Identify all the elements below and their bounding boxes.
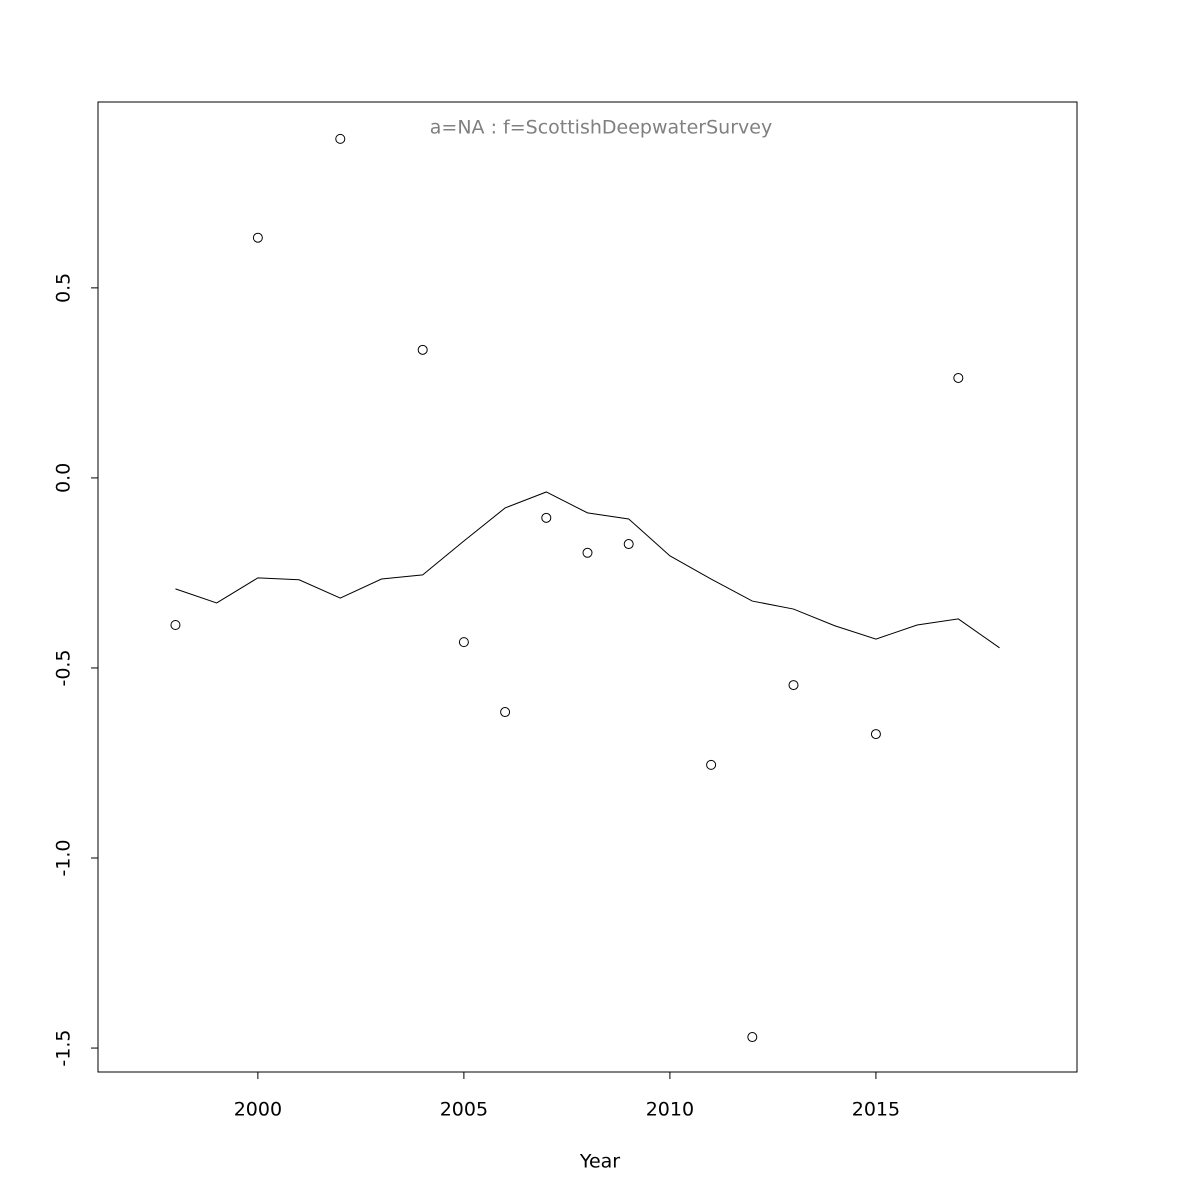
- y-tick-label: -1.5: [53, 1030, 75, 1067]
- y-tick-label: -0.5: [53, 649, 75, 686]
- data-point: [541, 512, 552, 523]
- data-point: [747, 1032, 758, 1043]
- x-axis-label: Year: [579, 1151, 620, 1173]
- trend-line: [175, 491, 1000, 649]
- data-point: [623, 539, 634, 550]
- data-point: [252, 232, 263, 243]
- plot-box: [97, 101, 1078, 1073]
- data-point: [335, 133, 346, 144]
- data-point: [170, 620, 181, 631]
- data-point: [953, 372, 964, 383]
- data-point: [582, 547, 593, 558]
- data-point: [706, 759, 717, 770]
- data-point: [870, 729, 881, 740]
- y-tick-label: 0.5: [53, 273, 75, 303]
- x-tick-label: 2005: [440, 1099, 488, 1121]
- data-point: [500, 707, 511, 718]
- x-tick-label: 2000: [234, 1099, 282, 1121]
- y-tick-label: 0.0: [53, 463, 75, 493]
- data-point: [788, 680, 799, 691]
- data-point: [458, 637, 469, 648]
- data-point: [417, 344, 428, 355]
- chart-title: a=NA : f=ScottishDeepwaterSurvey: [430, 117, 772, 139]
- x-tick-label: 2010: [646, 1099, 694, 1121]
- y-tick-label: -1.0: [53, 839, 75, 876]
- x-tick-label: 2015: [852, 1099, 900, 1121]
